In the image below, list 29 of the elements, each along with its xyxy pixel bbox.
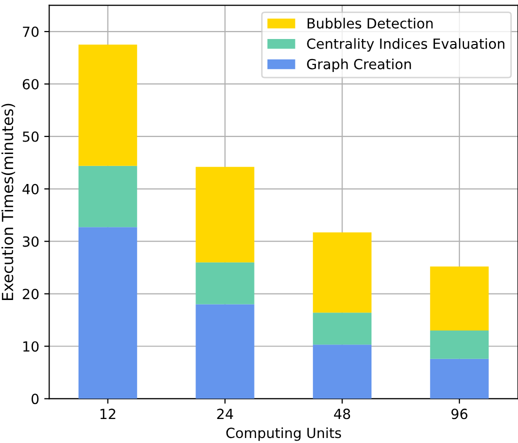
bar [430,358,489,399]
y-tick-label: 0 [32,394,39,404]
bar [196,304,254,399]
x-axis-title: Computing Units [226,427,342,441]
bar [312,312,372,345]
bar [78,44,138,166]
y-axis-title: Execution Times(minutes) [1,104,16,300]
legend-label: Centrality Indices Evaluation [307,38,504,52]
bar [430,330,489,359]
y-tick-label: 60 [22,78,39,90]
bar [430,266,489,331]
y-tick-label: 20 [22,288,39,300]
y-tick-label: 10 [23,341,39,352]
x-tick-label: 96 [451,408,468,420]
legend-label: Bubbles Detection [308,18,433,29]
x-tick-label: 12 [100,408,116,419]
x-tick-label: 48 [334,408,350,420]
y-tick-label: 40 [22,184,39,194]
legend-label: Graph Creation [307,58,411,72]
y-tick-label: 70 [22,26,39,38]
y-tick-label: 30 [22,236,39,247]
bar [312,232,372,313]
y-tick-label: 50 [22,131,39,142]
bar [312,344,372,399]
x-tick-label: 24 [217,408,234,419]
bar [196,166,254,262]
bar [78,166,138,228]
bar [78,227,138,399]
bar [196,262,254,304]
